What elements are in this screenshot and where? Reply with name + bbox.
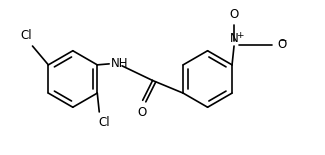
Text: Cl: Cl [98,116,110,129]
Text: +: + [236,31,243,40]
Text: −: − [279,36,287,46]
Text: O: O [277,38,286,51]
Text: NH: NH [111,57,129,70]
Text: O: O [229,8,239,21]
Text: N: N [230,32,239,44]
Text: Cl: Cl [21,29,32,42]
Text: O: O [137,106,146,119]
